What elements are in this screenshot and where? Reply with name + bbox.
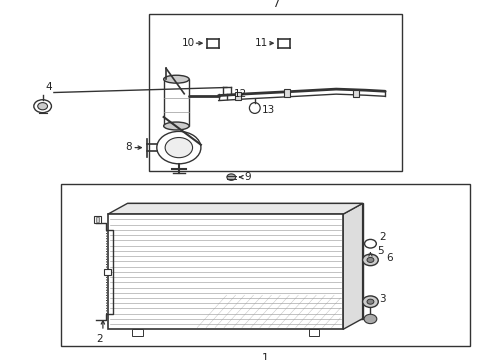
Bar [94,216,101,223]
Text: 3: 3 [379,294,386,304]
Bar [96,217,99,222]
Bar [164,79,189,126]
Text: 1: 1 [262,353,269,360]
Ellipse shape [249,103,260,113]
Circle shape [367,299,374,304]
Circle shape [227,174,236,180]
Circle shape [38,103,48,110]
Polygon shape [343,203,363,329]
Bar [284,90,290,98]
Text: 2: 2 [96,334,103,344]
Ellipse shape [164,122,189,130]
Text: 6: 6 [386,253,393,263]
Text: 7: 7 [272,0,279,9]
Text: 10: 10 [181,38,195,48]
Circle shape [157,131,201,164]
Text: 9: 9 [244,172,251,182]
Circle shape [363,296,378,307]
Text: 2: 2 [379,231,386,242]
Bar [132,329,143,336]
Circle shape [364,314,377,324]
Text: 11: 11 [255,38,268,48]
Ellipse shape [164,75,189,83]
Text: 12: 12 [234,89,247,99]
Circle shape [363,254,378,266]
Text: 5: 5 [377,246,384,256]
Bar [108,214,343,329]
Circle shape [367,257,374,262]
Circle shape [165,138,193,158]
Text: 8: 8 [125,142,132,152]
Polygon shape [108,203,363,214]
Bar [235,93,241,100]
Circle shape [365,239,376,248]
Bar [353,90,359,98]
Bar [127,203,363,319]
Text: 4: 4 [45,82,52,92]
Circle shape [34,100,51,113]
Bar [61,184,470,346]
Bar [149,14,402,171]
Text: 13: 13 [262,105,275,115]
Bar [309,329,319,336]
Bar [104,269,111,275]
